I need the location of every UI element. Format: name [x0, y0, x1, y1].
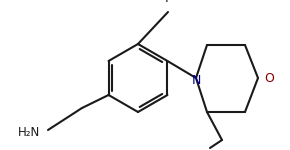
Text: N: N	[191, 74, 201, 87]
Text: H₂N: H₂N	[18, 126, 40, 138]
Text: O: O	[264, 72, 274, 86]
Text: F: F	[164, 0, 172, 5]
